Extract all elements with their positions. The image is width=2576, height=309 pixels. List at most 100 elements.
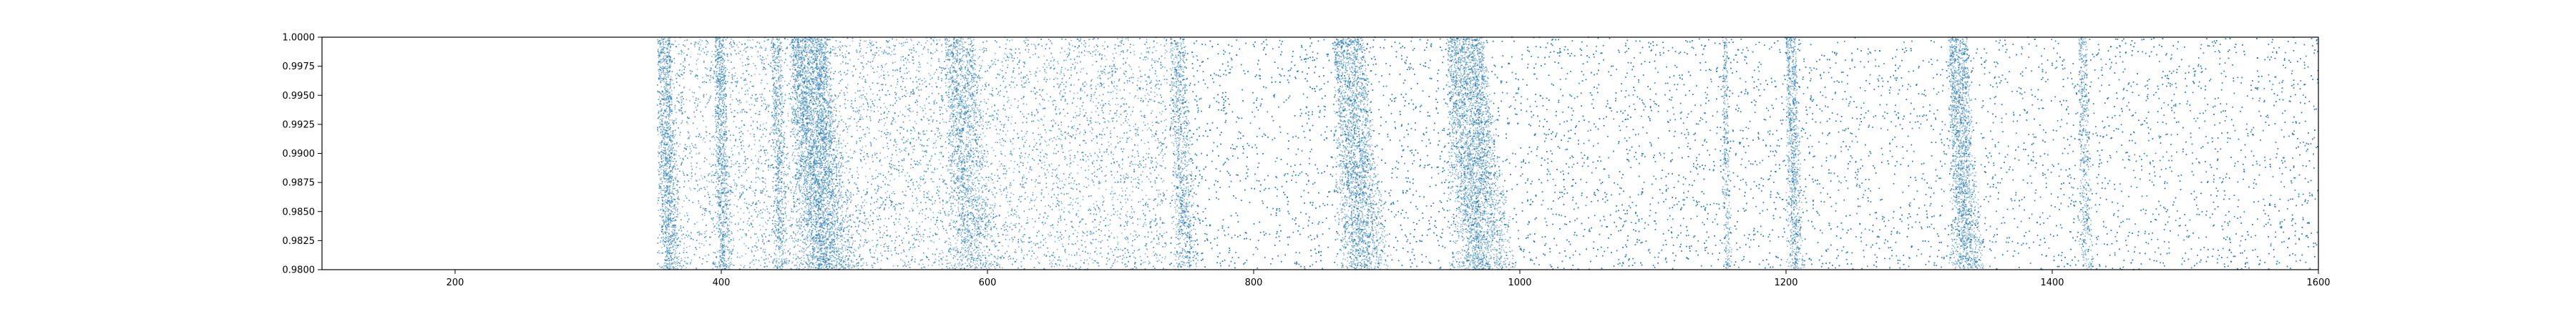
scatter-point [713, 194, 714, 195]
scatter-point [1107, 46, 1108, 47]
scatter-point [1015, 77, 1016, 79]
scatter-point [753, 264, 755, 265]
scatter-point [950, 165, 951, 166]
scatter-point [740, 112, 741, 113]
scatter-point [674, 62, 675, 64]
scatter-point [1013, 172, 1015, 173]
scatter-point [1030, 167, 1031, 169]
scatter-point [1006, 54, 1008, 56]
scatter-point [1080, 90, 1081, 92]
scatter-point [1045, 206, 1046, 207]
scatter-point [1164, 258, 1166, 260]
scatter-point [916, 222, 917, 223]
scatter-point [922, 150, 923, 152]
scatter-point [982, 111, 984, 112]
scatter-point [831, 221, 833, 222]
scatter-point [1022, 180, 1023, 182]
scatter-point [848, 126, 849, 127]
scatter-point [1072, 45, 1073, 46]
scatter-point [706, 103, 708, 104]
scatter-point [857, 167, 859, 169]
scatter-point [965, 252, 966, 253]
scatter-point [726, 208, 727, 210]
scatter-point [699, 242, 701, 244]
scatter-point [755, 250, 756, 252]
scatter-point [1093, 102, 1094, 103]
scatter-point [1155, 140, 1156, 142]
scatter-point [738, 46, 739, 48]
scatter-point [850, 157, 852, 159]
scatter-point [749, 88, 751, 89]
scatter-point [767, 55, 769, 57]
scatter-point [921, 239, 922, 240]
scatter-point [970, 39, 972, 40]
scatter-point [999, 95, 1000, 97]
scatter-point [772, 129, 774, 131]
scatter-point [797, 210, 799, 211]
scatter-point [1058, 109, 1060, 110]
scatter-point [758, 240, 760, 241]
scatter-point [1078, 40, 1080, 41]
scatter-point [1054, 236, 1055, 237]
scatter-point [1118, 165, 1120, 167]
scatter-point [716, 68, 718, 69]
scatter-point [917, 199, 918, 200]
scatter-point [939, 152, 940, 154]
scatter-point [787, 184, 789, 185]
scatter-point [690, 236, 691, 237]
scatter-point [1070, 158, 1071, 160]
scatter-point [1070, 202, 1072, 203]
scatter-point [736, 183, 737, 185]
scatter-point [1064, 207, 1065, 209]
scatter-point [756, 233, 757, 235]
scatter-point [1079, 255, 1080, 256]
scatter-point [932, 147, 934, 149]
scatter-point [790, 268, 791, 269]
scatter-point [987, 215, 988, 217]
scatter-point [850, 149, 852, 151]
scatter-point [987, 124, 988, 126]
scatter-point [675, 112, 677, 114]
scatter-point [914, 259, 916, 260]
scatter-point [715, 139, 716, 141]
scatter-point [1078, 165, 1079, 166]
scatter-point [913, 243, 914, 245]
scatter-point [1126, 216, 1128, 217]
scatter-point [894, 49, 895, 51]
scatter-point [763, 59, 765, 61]
scatter-point [841, 90, 842, 92]
scatter-point [701, 51, 702, 52]
scatter-point [932, 265, 933, 266]
scatter-point [847, 162, 848, 163]
scatter-point [1153, 252, 1154, 253]
scatter-point [1113, 177, 1115, 179]
scatter-point [1070, 40, 1072, 41]
scatter-point [763, 97, 764, 99]
scatter-point [862, 119, 864, 120]
scatter-point [1142, 171, 1143, 172]
scatter-point [825, 62, 826, 64]
scatter-point [1126, 202, 1127, 203]
scatter-point [886, 63, 887, 64]
scatter-point [908, 115, 909, 117]
scatter-point [858, 109, 859, 111]
scatter-point [1024, 255, 1025, 256]
scatter-point [1001, 194, 1002, 195]
scatter-point [1104, 55, 1106, 57]
scatter-point [1166, 126, 1167, 127]
scatter-point [1075, 112, 1076, 114]
scatter-point [885, 64, 887, 66]
scatter-point [847, 132, 848, 133]
scatter-point [830, 64, 831, 65]
scatter-point [1127, 114, 1128, 115]
scatter-point [688, 219, 690, 220]
scatter-point [1123, 175, 1124, 177]
scatter-point [771, 231, 773, 232]
scatter-point [938, 256, 940, 258]
scatter-point [1096, 105, 1097, 107]
scatter-point [755, 155, 756, 157]
scatter-point [985, 189, 987, 190]
scatter-point [1098, 51, 1099, 52]
scatter-point [726, 48, 727, 49]
scatter-point [884, 49, 885, 51]
